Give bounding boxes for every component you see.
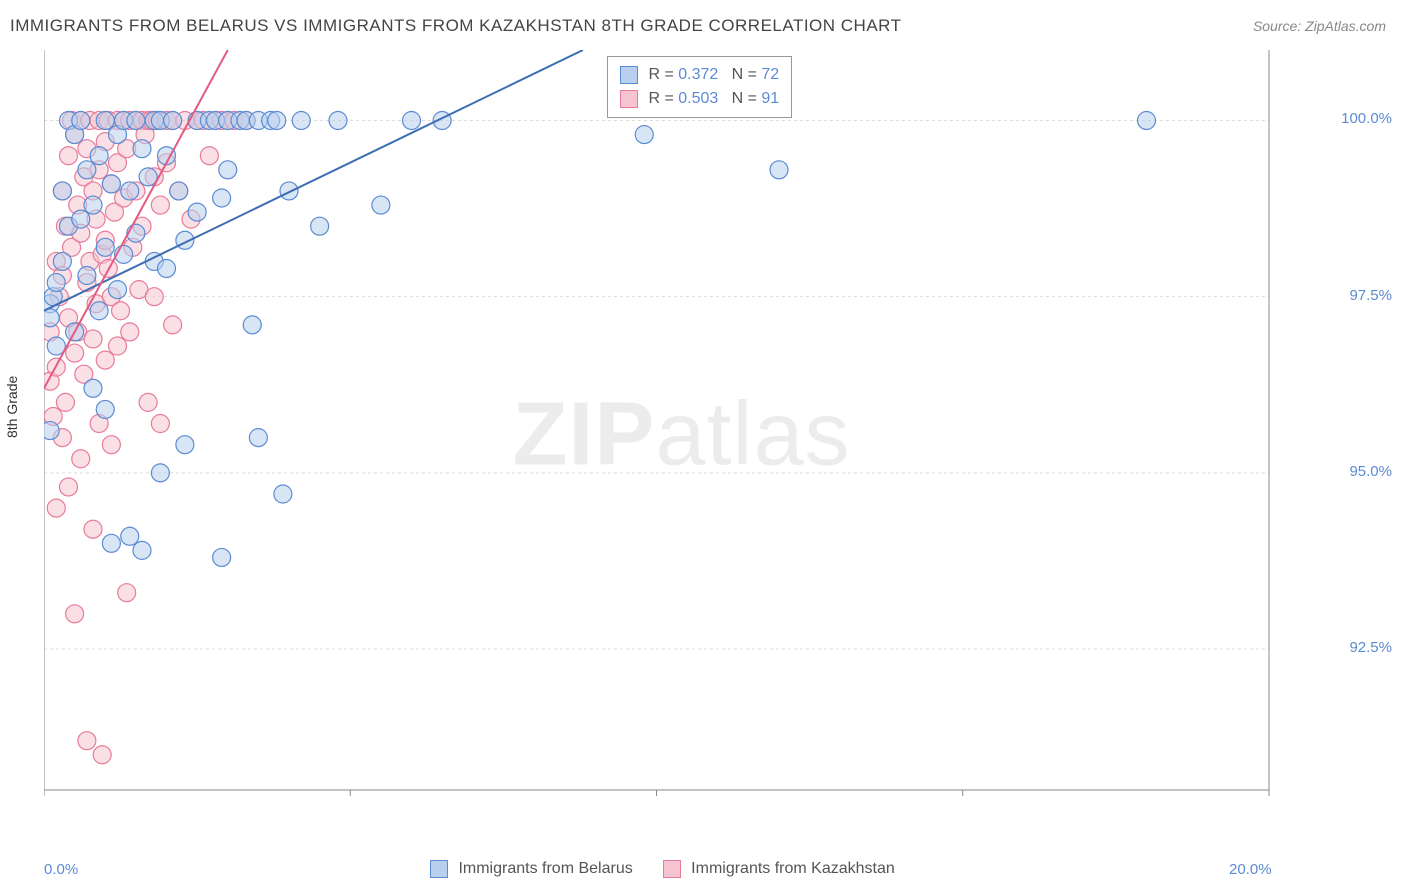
x-tick-label: 0.0% [44, 861, 78, 878]
source-label: Source: ZipAtlas.com [1253, 18, 1386, 34]
x-tick-label: 20.0% [1229, 861, 1272, 878]
y-axis-label: 8th Grade [4, 376, 20, 438]
chart-title: IMMIGRANTS FROM BELARUS VS IMMIGRANTS FR… [10, 16, 902, 36]
stats-legend: R = 0.372 N = 72 R = 0.503 N = 91 [607, 56, 792, 118]
y-tick-label: 97.5% [1349, 287, 1392, 304]
legend-item-belarus: Immigrants from Belarus [430, 860, 633, 877]
series-legend: Immigrants from Belarus Immigrants from … [430, 860, 925, 878]
y-tick-label: 92.5% [1349, 639, 1392, 656]
stats-row-belarus: R = 0.372 N = 72 [620, 63, 779, 87]
y-tick-label: 95.0% [1349, 463, 1392, 480]
chart-svg [44, 50, 1319, 820]
plot-area: ZIPatlas [44, 50, 1319, 820]
y-tick-label: 100.0% [1341, 110, 1392, 127]
stats-row-kazakhstan: R = 0.503 N = 91 [620, 87, 779, 111]
legend-item-kazakhstan: Immigrants from Kazakhstan [663, 860, 895, 877]
